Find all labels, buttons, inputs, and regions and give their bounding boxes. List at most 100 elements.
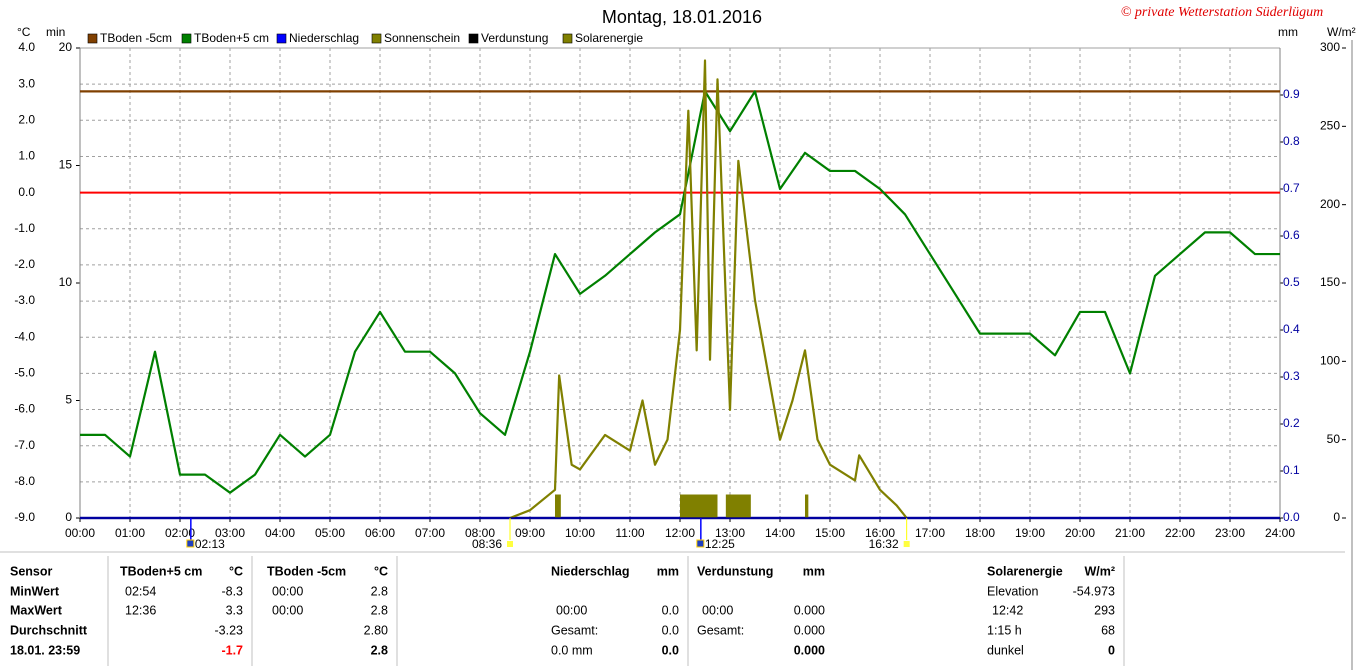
- copyright: © private Wetterstation Süderlügum: [1121, 5, 1324, 20]
- table-cell: 0: [1108, 643, 1115, 657]
- table-cell: 00:00: [556, 603, 587, 617]
- legend-label: Sonnenschein: [384, 31, 460, 45]
- y-tick-label: -2.0: [14, 257, 35, 271]
- ymin-tick-label: 10: [59, 275, 73, 289]
- table-cell: 2.8: [371, 643, 388, 657]
- table-cell: TBoden -5cm: [267, 564, 346, 578]
- x-tick-label: 04:00: [265, 526, 295, 540]
- table-cell: W/m²: [1084, 564, 1115, 578]
- y-tick-label: 2.0: [18, 112, 35, 126]
- y-tick-label: -1.0: [14, 221, 35, 235]
- y2-tick-label: 0.8: [1283, 134, 1300, 148]
- series-line: [509, 59, 908, 520]
- table-cell: Gesamt:: [697, 623, 744, 637]
- ymin-tick-label: 5: [65, 393, 72, 407]
- marker-icon: [507, 541, 513, 547]
- table-cell: 0.0: [662, 643, 679, 657]
- table-cell: -1.7: [221, 643, 243, 657]
- sunshine-bar: [725, 494, 751, 518]
- table-cell: 0.000: [794, 603, 825, 617]
- x-tick-label: 24:00: [1265, 526, 1295, 540]
- table-cell: 0.000: [794, 623, 825, 637]
- table-cell: Elevation: [987, 584, 1038, 598]
- table-cell: 68: [1101, 623, 1115, 637]
- legend-swatch: [87, 33, 98, 44]
- table-cell: Gesamt:: [551, 623, 598, 637]
- y-tick-label: -8.0: [14, 474, 35, 488]
- table-cell: 12:36: [125, 603, 156, 617]
- x-tick-label: 23:00: [1215, 526, 1245, 540]
- table-cell: 3.3: [226, 603, 243, 617]
- x-tick-label: 20:00: [1065, 526, 1095, 540]
- legend-label: TBoden -5cm: [100, 31, 172, 45]
- x-tick-label: 07:00: [415, 526, 445, 540]
- table-cell: Durchschnitt: [10, 623, 88, 637]
- table-cell: 00:00: [702, 603, 733, 617]
- y2-tick-label: 0.1: [1283, 463, 1300, 477]
- x-tick-label: 01:00: [115, 526, 145, 540]
- y2-tick-label: 0.6: [1283, 228, 1300, 242]
- table-cell: TBoden+5 cm: [120, 564, 202, 578]
- y3-axis-label: W/m²: [1327, 25, 1356, 39]
- sunshine-bar: [555, 494, 561, 518]
- table-cell: °C: [374, 564, 388, 578]
- x-tick-label: 17:00: [915, 526, 945, 540]
- y-tick-label: -7.0: [14, 438, 35, 452]
- table-cell: 0.0 mm: [551, 643, 593, 657]
- table-cell: Sensor: [10, 564, 53, 578]
- x-tick-label: 00:00: [65, 526, 95, 540]
- legend-swatch: [468, 33, 479, 44]
- legend-label: Verdunstung: [481, 31, 548, 45]
- x-tick-label: 11:00: [615, 526, 644, 540]
- y3-tick-label: 50: [1327, 432, 1341, 446]
- table-cell: 2.80: [364, 623, 388, 637]
- y-tick-label: -3.0: [14, 293, 35, 307]
- x-tick-label: 06:00: [365, 526, 395, 540]
- marker-icon: [696, 539, 705, 548]
- marker-icon: [186, 539, 195, 548]
- y2-tick-label: 0.4: [1283, 322, 1300, 336]
- table-cell: dunkel: [987, 643, 1024, 657]
- x-tick-label: 19:00: [1015, 526, 1045, 540]
- y2-tick-label: 0.2: [1283, 416, 1300, 430]
- x-tick-label: 02:00: [165, 526, 195, 540]
- y-tick-label: 4.0: [18, 40, 35, 54]
- y3-tick-label: 250: [1320, 119, 1340, 133]
- legend-swatch: [181, 33, 192, 44]
- table-cell: 00:00: [272, 584, 303, 598]
- x-tick-label: 09:00: [515, 526, 545, 540]
- y3-tick-label: 150: [1320, 275, 1340, 289]
- sunshine-bar: [680, 494, 718, 518]
- table-cell: Solarenergie: [987, 564, 1063, 578]
- y2-tick-label: 0.5: [1283, 275, 1300, 289]
- table-cell: 0.0: [662, 603, 679, 617]
- table-cell: 293: [1094, 603, 1115, 617]
- y-tick-label: -9.0: [14, 510, 35, 524]
- table-cell: -8.3: [221, 584, 243, 598]
- table-cell: 02:54: [125, 584, 156, 598]
- y2-tick-label: 0.3: [1283, 369, 1300, 383]
- x-tick-label: 14:00: [765, 526, 795, 540]
- y-tick-label: 1.0: [18, 149, 35, 163]
- table-cell: °C: [229, 564, 243, 578]
- y-tick-label: 3.0: [18, 76, 35, 90]
- table-cell: -54.973: [1073, 584, 1115, 598]
- legend-label: Solarenergie: [575, 31, 643, 45]
- y-tick-label: -5.0: [14, 366, 35, 380]
- y-tick-label: 0.0: [18, 185, 35, 199]
- marker-label: 02:13: [195, 537, 225, 551]
- y-tick-label: -4.0: [14, 329, 35, 343]
- y3-tick-label: 200: [1320, 197, 1340, 211]
- legend-swatch: [562, 33, 573, 44]
- marker-icon: [903, 541, 910, 547]
- y-tick-label: -6.0: [14, 402, 35, 416]
- x-tick-label: 12:00: [665, 526, 695, 540]
- y2-axis-label: mm: [1278, 25, 1298, 39]
- marker-label: 12:25: [705, 537, 735, 551]
- table-cell: 12:42: [992, 603, 1023, 617]
- x-tick-label: 16:00: [865, 526, 895, 540]
- legend-swatch: [371, 33, 382, 44]
- table-cell: 00:00: [272, 603, 303, 617]
